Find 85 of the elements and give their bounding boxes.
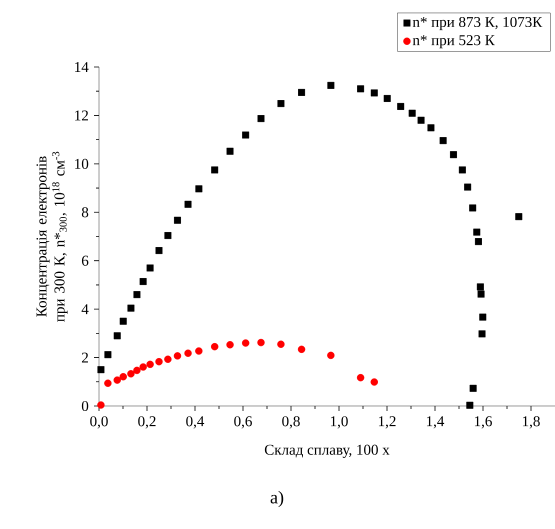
legend-label: n* при 873 К, 1073К <box>412 16 542 30</box>
point <box>427 124 434 132</box>
x-tick-label: 0,0 <box>90 416 108 428</box>
point <box>458 166 466 174</box>
point <box>476 283 484 290</box>
x-tick-label: 1,8 <box>522 416 540 428</box>
point <box>440 137 447 144</box>
point <box>184 350 192 357</box>
x-tick-label: 0,6 <box>234 416 252 428</box>
text: а) <box>270 490 284 508</box>
point <box>384 94 391 102</box>
point <box>515 213 522 220</box>
point <box>450 151 457 158</box>
point <box>140 278 147 286</box>
x-tick-label: 0,2 <box>138 416 156 428</box>
point <box>195 185 202 192</box>
point <box>120 373 127 380</box>
point <box>357 85 364 92</box>
point <box>298 346 306 354</box>
y-tick-label: 4 <box>82 304 89 314</box>
point <box>114 376 121 384</box>
point <box>127 370 135 378</box>
point <box>226 341 234 348</box>
point <box>408 110 416 117</box>
point <box>127 304 134 312</box>
point <box>114 332 121 340</box>
point <box>133 291 140 298</box>
x-axis-title: Склад сплаву, 100 x <box>264 444 390 458</box>
point <box>174 216 181 224</box>
point <box>327 82 334 89</box>
point <box>478 330 486 338</box>
legend-label: n* при 523 К <box>412 35 495 48</box>
point <box>184 200 192 208</box>
point <box>474 238 482 246</box>
point <box>298 88 306 96</box>
x-tick-label: 1,2 <box>378 416 396 428</box>
x-tick-label: 1,4 <box>426 416 444 428</box>
point <box>156 247 162 254</box>
point <box>356 374 364 382</box>
point <box>210 342 218 350</box>
point <box>104 351 112 358</box>
point <box>226 148 234 155</box>
point <box>469 204 476 212</box>
point <box>464 184 472 191</box>
point <box>242 339 250 347</box>
y-tick-label: 0 <box>82 400 88 412</box>
point <box>164 356 172 363</box>
x-tick-label: 0,8 <box>282 416 300 428</box>
point <box>104 380 112 387</box>
point <box>97 366 104 374</box>
point <box>257 338 265 346</box>
point <box>211 166 218 174</box>
point <box>195 347 203 355</box>
x-tick-label: 1,6 <box>474 416 492 428</box>
point <box>258 115 264 122</box>
point <box>174 352 182 360</box>
point <box>120 318 127 325</box>
x-tick-label: 1,0 <box>330 416 348 428</box>
point <box>146 360 154 368</box>
point <box>97 401 105 409</box>
point <box>277 100 284 108</box>
point <box>370 89 378 96</box>
point <box>146 264 154 272</box>
point <box>418 116 425 124</box>
y-tick-label: 12 <box>75 110 88 120</box>
point <box>139 363 147 371</box>
point <box>277 340 285 348</box>
y-tick-label: 2 <box>82 352 88 363</box>
y-tick-label: 14 <box>75 62 89 72</box>
point <box>473 228 480 236</box>
point <box>478 290 485 298</box>
point <box>370 378 378 386</box>
point <box>397 102 404 110</box>
point <box>133 366 141 374</box>
point <box>470 384 477 392</box>
point <box>155 358 163 366</box>
point <box>479 314 486 321</box>
y-tick-label: 6 <box>82 256 88 266</box>
x-tick-label: 0,4 <box>186 416 204 428</box>
point <box>164 232 172 240</box>
y-tick-label: 10 <box>75 158 88 169</box>
point <box>242 132 250 139</box>
y-tick-label: 8 <box>82 207 88 218</box>
point <box>466 402 474 409</box>
point <box>327 352 335 360</box>
